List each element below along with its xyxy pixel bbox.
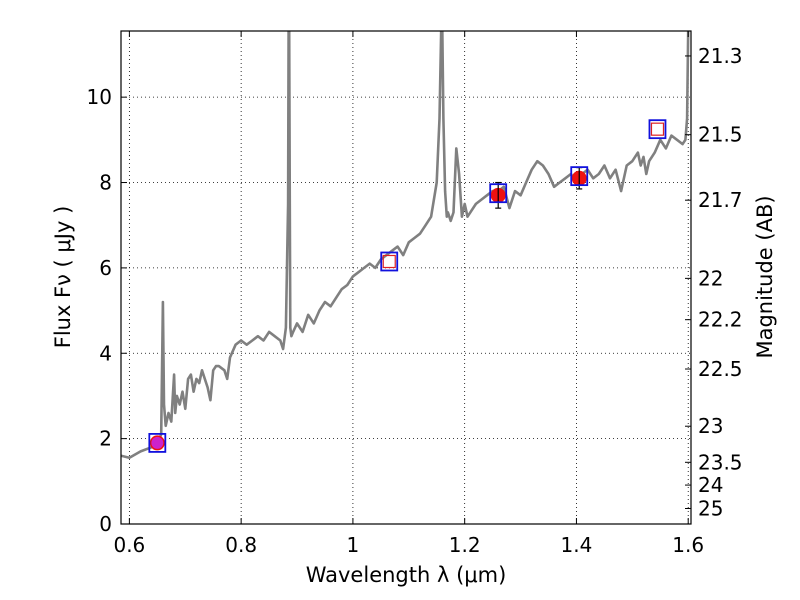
- magnitude-tick-label: 23.5: [698, 450, 743, 474]
- x-tick-label: 0.6: [113, 533, 145, 557]
- model-square-inner: [650, 122, 665, 136]
- magnitude-tick-label: 21.5: [698, 123, 743, 147]
- y-tick-label: 10: [87, 85, 112, 109]
- x-tick-label: 1.2: [449, 533, 481, 557]
- magnitude-tick-label: 24: [698, 473, 723, 497]
- magnitude-tick-label: 23: [698, 414, 723, 438]
- plot-frame: [120, 30, 692, 525]
- model-square-inner: [382, 254, 396, 269]
- x-axis: 0.6 0.8 1 1.2 1.4 1.6: [113, 31, 704, 557]
- x-tick-label: 1.6: [672, 533, 704, 557]
- model-square: [380, 251, 399, 272]
- x-tick-label: 0.8: [225, 533, 257, 557]
- model-square: [148, 433, 167, 453]
- model-square: [570, 166, 589, 187]
- magnitude-axis-title: Magnitude (AB): [753, 195, 777, 358]
- x-tick-label: 1.4: [561, 533, 593, 557]
- model-square: [648, 119, 667, 140]
- y-tick-label: 8: [99, 171, 112, 195]
- magnitude-tick-label: 22.2: [698, 308, 743, 332]
- y-axis: 0 2 4 6 8 10: [87, 85, 127, 536]
- x-axis-title: Wavelength λ (μm): [306, 563, 507, 587]
- y-tick-label: 2: [99, 427, 112, 451]
- y-axis-title: Flux Fν ( μJy ): [51, 206, 75, 349]
- spectrum-line: [121, 31, 690, 460]
- plot-area: [121, 31, 690, 460]
- magnitude-tick-label: 21.7: [698, 188, 743, 212]
- magnitude-tick-label: 25: [698, 497, 723, 521]
- y-tick-label: 0: [99, 512, 112, 536]
- magnitude-tick-label: 22: [698, 266, 723, 290]
- y-tick-label: 6: [99, 256, 112, 280]
- model-square: [489, 183, 508, 204]
- magnitude-tick-label: 22.5: [698, 357, 743, 381]
- magnitude-tick-label: 21.3: [698, 44, 743, 68]
- x-tick-label: 1: [347, 533, 360, 557]
- photometry-point: [151, 436, 164, 449]
- y-tick-label: 4: [99, 341, 112, 365]
